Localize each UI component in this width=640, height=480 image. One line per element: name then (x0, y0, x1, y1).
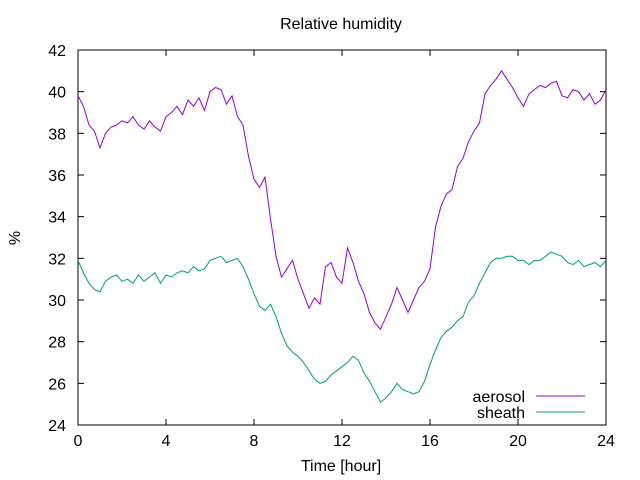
y-tick-label: 40 (48, 85, 66, 102)
y-tick-label: 36 (48, 168, 66, 185)
x-tick-label: 12 (333, 433, 351, 450)
x-tick-label: 20 (509, 433, 527, 450)
series-line-sheath (77, 251, 607, 403)
y-tick-label: 28 (48, 335, 66, 352)
y-tick-label: 32 (48, 251, 66, 268)
axis-ticks: 0 4 8 12 16 20 24 24 26 28 30 32 34 36 38 40 42 (48, 43, 615, 450)
y-tick-label: 26 (48, 376, 66, 393)
legend-label-aerosol: aerosol (473, 389, 525, 406)
y-tick-label: 30 (48, 293, 66, 310)
series-lines (77, 69, 607, 403)
y-tick-label: 38 (48, 126, 66, 143)
plot-frame (77, 49, 607, 426)
plot-border (77, 49, 607, 426)
x-axis-label: Time [hour] (301, 458, 381, 475)
x-tick-label: 24 (597, 433, 615, 450)
x-tick-label: 16 (421, 433, 439, 450)
x-tick-label: 4 (162, 433, 171, 450)
legend: aerosol sheath (473, 389, 585, 422)
x-tick-label: 8 (250, 433, 259, 450)
series-line-aerosol (77, 69, 607, 331)
legend-label-sheath: sheath (477, 405, 525, 422)
chart-title: Relative humidity (280, 16, 402, 33)
y-axis-label: % (7, 231, 24, 245)
x-tick-label: 0 (74, 433, 83, 450)
y-tick-label: 24 (48, 418, 66, 435)
y-tick-label: 34 (48, 210, 66, 227)
y-tick-label: 42 (48, 43, 66, 60)
